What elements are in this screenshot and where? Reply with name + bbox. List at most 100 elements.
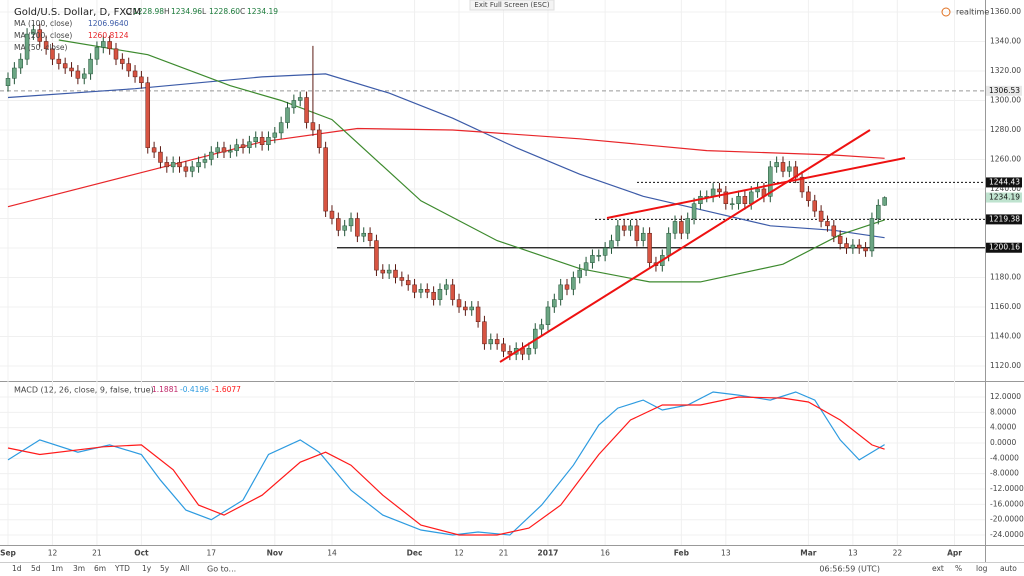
candle-body: [94, 47, 100, 60]
range-button[interactable]: 6m: [94, 564, 106, 573]
candle-body: [386, 269, 392, 274]
candle-body: [444, 284, 449, 290]
candle-body: [507, 350, 513, 355]
ohlc-letter: O: [126, 7, 132, 16]
range-button[interactable]: 5y: [160, 564, 170, 573]
exit-fullscreen[interactable]: Exit Full Screen (ESC): [474, 1, 549, 9]
y-tick-label: 4.0000: [990, 423, 1016, 432]
candle-body: [806, 191, 811, 202]
candle-body: [583, 262, 589, 271]
y-tick-label: 1360.00: [990, 7, 1021, 16]
ohlc-letter: H: [164, 7, 170, 16]
candle-body: [787, 166, 792, 172]
candle-body: [647, 232, 652, 263]
y-tick-label: -4.0000: [990, 453, 1019, 462]
candle-body: [431, 291, 436, 300]
y-tick-label: 1280.00: [990, 125, 1021, 134]
x-tick-label: 21: [92, 549, 102, 558]
macd-line: [7, 391, 885, 536]
level-tag: [986, 85, 1022, 96]
y-tick-label: 1160.00: [990, 302, 1021, 311]
candle-body: [189, 166, 195, 172]
candle-body: [361, 232, 366, 237]
candle-body: [679, 221, 684, 234]
axis-option[interactable]: %: [955, 564, 962, 573]
candle-body: [558, 284, 563, 300]
candle-body: [844, 243, 849, 249]
axis-option[interactable]: log: [976, 564, 988, 573]
range-button[interactable]: All: [180, 564, 189, 573]
x-tick-label: Nov: [267, 549, 283, 558]
axis-option[interactable]: ext: [932, 564, 944, 573]
range-button[interactable]: 1y: [142, 564, 152, 573]
candle-body: [297, 97, 303, 101]
candle-body: [215, 147, 220, 153]
x-tick-label: Oct: [134, 549, 149, 558]
exit-button[interactable]: [469, 0, 555, 11]
candle-body: [526, 348, 532, 355]
candle-body: [202, 159, 208, 163]
clock: 06:56:59 (UTC): [819, 565, 880, 574]
y-tick-label: 0.0000: [990, 438, 1016, 447]
candle-body: [24, 33, 30, 60]
candle-body: [717, 188, 722, 193]
moving-average: [7, 73, 885, 239]
candle-body: [323, 147, 328, 212]
candle-body: [43, 41, 49, 50]
candle-body: [418, 289, 424, 293]
candle-body: [367, 232, 373, 241]
candle-body: [259, 137, 265, 145]
candle-body: [621, 225, 627, 231]
level-label: 1244.43: [989, 177, 1020, 186]
goto-button[interactable]: Go to...: [207, 565, 236, 574]
candle-body: [336, 218, 341, 231]
candle-body: [342, 225, 347, 231]
candle-body: [151, 147, 157, 153]
x-tick-label: 14: [327, 549, 337, 558]
range-button[interactable]: YTD: [114, 564, 130, 573]
candle-body: [126, 63, 131, 72]
x-tick-label: Feb: [674, 549, 690, 558]
range-button[interactable]: 1d: [12, 564, 22, 573]
candle-body: [615, 225, 621, 241]
candle-body: [405, 280, 411, 286]
realtime-icon: [941, 7, 951, 17]
macd-title: MACD (12, 26, close, 9, false, true): [14, 386, 154, 395]
candle-body: [691, 203, 697, 219]
range-button[interactable]: 1m: [51, 564, 63, 573]
candle-body: [850, 244, 856, 249]
axis-option[interactable]: auto: [1000, 564, 1017, 573]
candle-body: [755, 188, 760, 193]
candle-body: [780, 162, 786, 172]
ma-value: 1206.9640: [88, 19, 129, 28]
range-button[interactable]: 3m: [73, 564, 85, 573]
candle-body: [437, 289, 443, 300]
candle-body: [240, 144, 246, 148]
ohlc-letter: L: [202, 7, 207, 16]
candle-body: [393, 269, 398, 278]
chart-title: Gold/U.S. Dollar, D, FXCM: [14, 7, 141, 18]
candle-body: [577, 269, 582, 278]
y-tick-label: -20.0000: [990, 515, 1024, 524]
candle-body: [501, 343, 506, 352]
candle-body: [145, 82, 151, 148]
candle-body: [768, 166, 773, 197]
ma-legend: MA (50, close): [14, 43, 68, 52]
candle-body: [329, 210, 335, 219]
candle-body: [666, 232, 671, 256]
ma-value: 1260.8124: [88, 31, 129, 40]
candle-body: [139, 76, 144, 84]
candle-body: [882, 197, 887, 206]
candle-body: [685, 218, 690, 234]
x-tick-label: Apr: [947, 549, 962, 558]
candle-body: [310, 122, 316, 131]
candle-body: [69, 67, 74, 72]
candle-body: [31, 29, 36, 35]
candle-body: [825, 221, 830, 227]
candle-body: [450, 284, 455, 300]
candle-body: [304, 97, 309, 123]
y-tick-label: 1340.00: [990, 36, 1021, 45]
range-button[interactable]: 5d: [31, 564, 41, 573]
y-tick-label: 1140.00: [990, 331, 1021, 340]
